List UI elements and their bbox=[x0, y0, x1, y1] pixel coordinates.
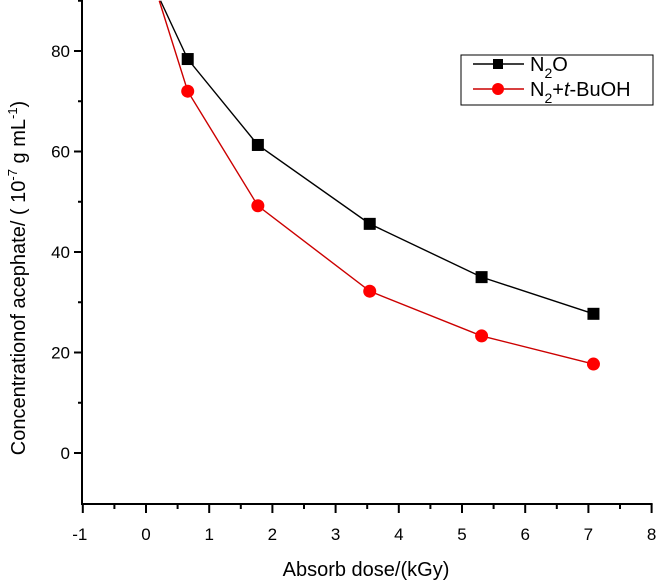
x-tick-label: 4 bbox=[394, 525, 403, 544]
x-tick-label: 8 bbox=[647, 525, 656, 544]
x-tick-label: 2 bbox=[268, 525, 277, 544]
series-n2o bbox=[159, 0, 600, 320]
legend-label: N2+t-BuOH bbox=[530, 79, 631, 106]
x-tick-label: 7 bbox=[584, 525, 593, 544]
x-tick-label: 5 bbox=[457, 525, 466, 544]
y-tick-label: 20 bbox=[51, 344, 70, 363]
x-tick-label: -1 bbox=[72, 525, 87, 544]
x-tick-label: 1 bbox=[204, 525, 213, 544]
y-tick-label: 0 bbox=[61, 444, 70, 463]
series-line bbox=[158, 0, 594, 365]
square-marker bbox=[181, 53, 194, 66]
legend-item: N2O bbox=[473, 54, 568, 81]
y-tick-label: 80 bbox=[51, 42, 70, 61]
square-marker bbox=[363, 217, 376, 230]
x-tick-label: 3 bbox=[331, 525, 340, 544]
x-tick-label: 6 bbox=[520, 525, 529, 544]
axes: 0 20 40 60 80 -1 0 1 2 3 4 5 6 7 8 bbox=[51, 0, 656, 544]
circle-marker bbox=[181, 84, 195, 98]
circle-marker bbox=[251, 199, 265, 213]
legend-circle-icon bbox=[492, 83, 504, 95]
circle-marker bbox=[363, 284, 377, 298]
axis-titles: Absorb dose/(kGy) Concentrationof acephat… bbox=[5, 101, 449, 581]
square-marker bbox=[251, 138, 264, 151]
legend-square-icon bbox=[493, 59, 503, 69]
x-tick-label: 0 bbox=[141, 525, 150, 544]
circle-marker bbox=[475, 329, 489, 343]
square-marker bbox=[587, 307, 600, 320]
x-axis-title: Absorb dose/(kGy) bbox=[283, 559, 450, 581]
legend-item: N2+t-BuOH bbox=[473, 79, 631, 106]
series-line bbox=[159, 0, 594, 315]
y-tick-label: 40 bbox=[51, 243, 70, 262]
legend-label: N2O bbox=[530, 54, 568, 81]
y-axis-title: Concentrationof acephate/ ( 10-7 g mL-1) bbox=[5, 101, 30, 455]
series-n2-tbuoh bbox=[158, 0, 600, 371]
square-marker bbox=[475, 271, 488, 284]
circle-marker bbox=[586, 357, 600, 371]
plot-lines bbox=[158, 0, 600, 371]
y-tick-label: 60 bbox=[51, 143, 70, 162]
